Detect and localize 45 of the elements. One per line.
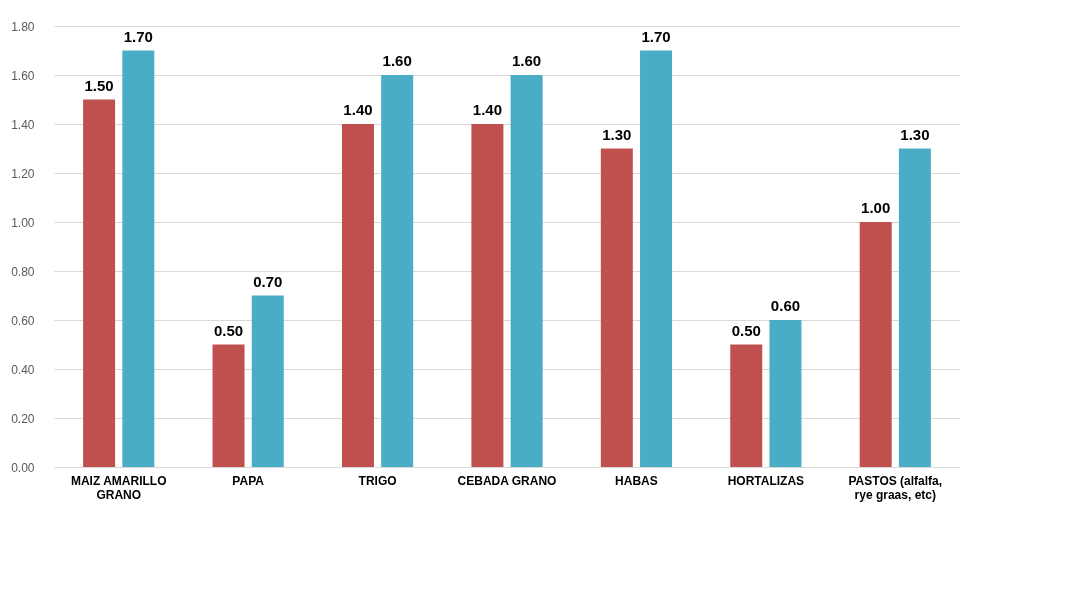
y-tick-label: 0.00 bbox=[11, 460, 35, 475]
data-label: 1.30 bbox=[900, 125, 930, 143]
data-label: 0.70 bbox=[253, 272, 283, 290]
bar bbox=[212, 344, 245, 467]
data-label: 1.60 bbox=[512, 52, 542, 69]
data-label: 1.50 bbox=[84, 76, 114, 94]
x-tick-label: HABAS bbox=[615, 473, 658, 488]
data-label: 0.50 bbox=[213, 321, 244, 339]
bar bbox=[898, 148, 931, 467]
bar bbox=[640, 50, 673, 467]
data-label: 1.40 bbox=[472, 101, 502, 118]
bar bbox=[122, 50, 155, 467]
bar bbox=[251, 295, 284, 467]
data-label: 0.60 bbox=[770, 297, 801, 314]
bar bbox=[600, 148, 633, 467]
x-tick-label: CEBADA GRANO bbox=[457, 473, 557, 488]
y-tick-label: 0.60 bbox=[11, 313, 35, 328]
data-label: 1.40 bbox=[343, 101, 373, 118]
x-tick-label: PAPA bbox=[232, 473, 265, 488]
data-label: 1.70 bbox=[123, 27, 153, 45]
y-tick-label: 0.20 bbox=[11, 411, 35, 426]
data-label: 1.60 bbox=[382, 52, 412, 69]
y-tick-label: 1.60 bbox=[11, 68, 35, 83]
y-tick-label: 1.40 bbox=[11, 117, 35, 132]
bar bbox=[859, 222, 892, 467]
bar bbox=[471, 124, 504, 467]
bar bbox=[769, 320, 802, 467]
y-tick-label: 0.80 bbox=[11, 264, 35, 279]
bar bbox=[83, 99, 116, 467]
data-label: 1.30 bbox=[602, 125, 632, 143]
data-label: 1.70 bbox=[641, 27, 671, 45]
y-tick-label: 1.80 bbox=[11, 19, 35, 34]
bar bbox=[510, 75, 543, 467]
x-tick-label: PASTOS (alfalfa, rye graas, etc) bbox=[848, 473, 943, 502]
data-label: 0.50 bbox=[731, 321, 761, 339]
y-tick-label: 1.00 bbox=[11, 215, 35, 230]
data-label: 1.00 bbox=[861, 199, 891, 216]
bar bbox=[381, 75, 414, 467]
y-tick-label: 1.20 bbox=[11, 166, 35, 181]
x-tick-label: MAIZ AMARILLO GRANO bbox=[70, 473, 167, 502]
bar bbox=[341, 124, 374, 467]
x-tick-label: HORTALIZAS bbox=[727, 473, 805, 488]
bar bbox=[730, 344, 763, 467]
y-tick-label: 0.40 bbox=[11, 362, 35, 377]
x-tick-label: TRIGO bbox=[358, 473, 397, 488]
